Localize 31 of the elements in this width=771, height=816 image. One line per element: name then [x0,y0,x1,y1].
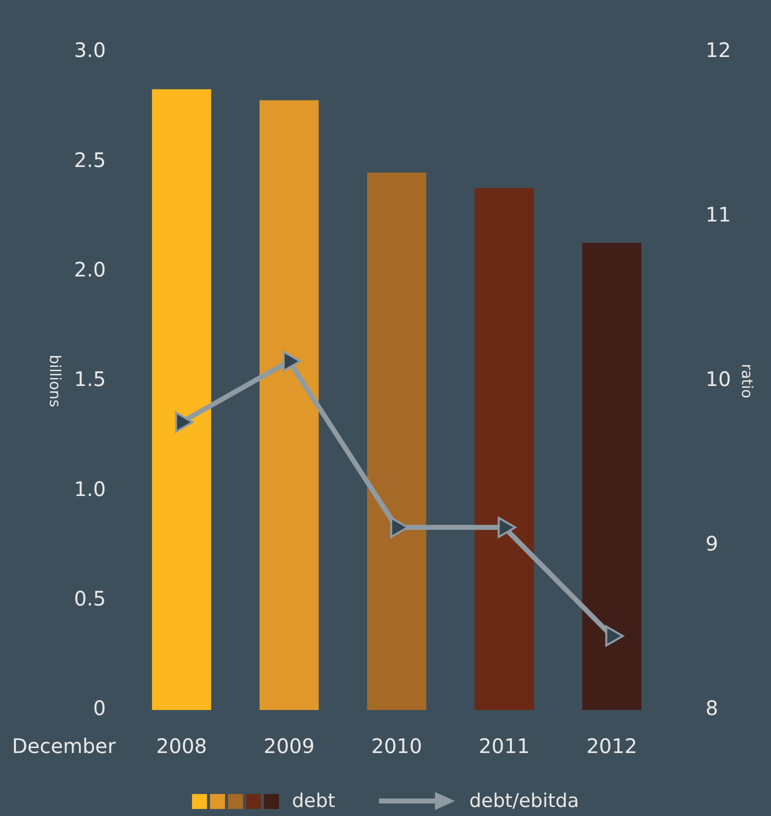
x-tick-label: 2009 [264,734,315,758]
y-tick-label: 3.0 [74,38,106,62]
y-tick-label: 0.5 [74,586,106,611]
y-tick-label: 0 [93,696,106,720]
legend-label: debt/ebitda [469,790,580,812]
y2-tick-label: 8 [706,696,718,720]
bar [367,172,426,710]
legend-label: debt [292,790,336,812]
bar [152,89,212,710]
bar [582,242,642,710]
x-tick-label: 2011 [478,734,530,758]
y-tick-label: 1.0 [74,476,106,501]
y2-axis-title: ratio [738,364,756,398]
y-tick-label: 2.0 [74,258,106,282]
x-tick-label: 2010 [371,734,422,758]
y2-tick-label: 12 [706,38,732,62]
point [175,412,194,433]
x-tick-label: 2008 [156,734,208,758]
point [282,350,302,372]
y2-tick-label: 11 [706,202,732,227]
point [605,625,624,646]
y-tick-label: 1.5 [74,367,106,392]
y2-tick-label: 10 [706,367,732,392]
x-tick-label: 2012 [586,734,638,758]
point [498,516,516,538]
y2-tick-label: 9 [706,532,718,556]
y-axis-title: billions [46,354,64,408]
y-tick-label: 2.5 [74,148,106,172]
x-axis-title: December [12,734,116,758]
bar [260,100,319,710]
bar [474,188,534,710]
